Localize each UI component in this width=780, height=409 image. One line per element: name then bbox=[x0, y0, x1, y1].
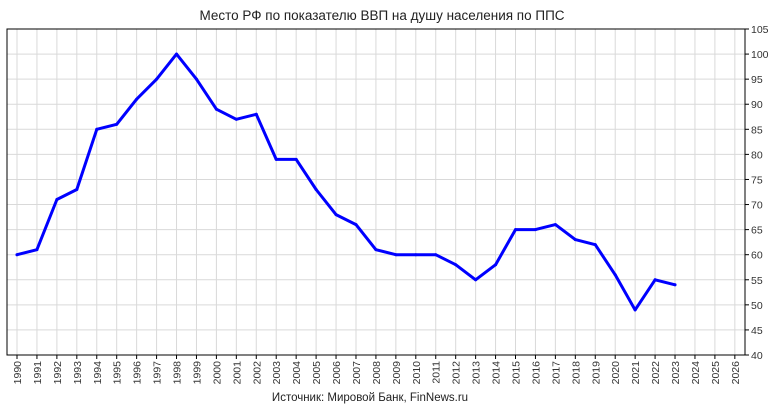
x-tick-label: 1996 bbox=[132, 361, 144, 385]
y-tick-label: 45 bbox=[751, 325, 763, 337]
data-point bbox=[155, 77, 159, 81]
data-point bbox=[254, 112, 258, 116]
data-point bbox=[394, 253, 398, 257]
data-point bbox=[454, 263, 458, 267]
x-tick-label: 2016 bbox=[530, 361, 542, 385]
data-point bbox=[533, 228, 537, 232]
y-axis: 40 45 50 55 60 65 70 75 80 85 90 95 100 105 bbox=[745, 24, 769, 362]
x-tick-label: 1998 bbox=[172, 361, 184, 385]
data-point bbox=[55, 198, 59, 202]
y-tick-label: 90 bbox=[751, 99, 763, 111]
x-tick-label: 1997 bbox=[152, 361, 164, 385]
x-tick-label: 2004 bbox=[291, 361, 303, 385]
x-tick-label: 2012 bbox=[451, 361, 463, 385]
x-tick-label: 2021 bbox=[630, 361, 642, 385]
data-point bbox=[354, 223, 358, 227]
x-tick-label: 1999 bbox=[191, 361, 203, 385]
y-tick-label: 95 bbox=[751, 74, 763, 86]
x-tick-label: 1994 bbox=[92, 361, 104, 385]
data-points bbox=[15, 52, 677, 312]
data-point bbox=[633, 308, 637, 312]
data-point bbox=[653, 278, 657, 282]
y-tick-label: 100 bbox=[751, 49, 769, 61]
x-tick-label: 1995 bbox=[112, 361, 124, 385]
data-point bbox=[414, 253, 418, 257]
data-point bbox=[15, 253, 19, 257]
source-note: Источник: Мировой Банк, FinNews.ru bbox=[272, 392, 468, 404]
data-point bbox=[434, 253, 438, 257]
y-tick-label: 85 bbox=[751, 124, 763, 136]
x-tick-label: 2002 bbox=[251, 361, 263, 385]
data-point bbox=[474, 278, 478, 282]
x-tick-label: 2018 bbox=[570, 361, 582, 385]
x-tick-label: 2022 bbox=[650, 361, 662, 385]
data-point bbox=[494, 263, 498, 267]
x-tick-label: 1991 bbox=[32, 361, 44, 385]
data-point bbox=[214, 107, 218, 111]
data-point bbox=[234, 117, 238, 121]
x-tick-label: 2013 bbox=[471, 361, 483, 385]
series-line bbox=[15, 52, 677, 312]
x-tick-label: 2019 bbox=[590, 361, 602, 385]
data-point bbox=[593, 243, 597, 247]
data-point bbox=[374, 248, 378, 252]
y-tick-label: 65 bbox=[751, 225, 763, 237]
data-point bbox=[274, 157, 278, 161]
x-axis: 1990 1991 1992 1993 1994 1995 1996 1997 1998 1999… bbox=[12, 355, 742, 384]
x-tick-label: 2025 bbox=[710, 361, 722, 385]
y-tick-label: 70 bbox=[751, 200, 763, 212]
data-point bbox=[553, 223, 557, 227]
x-tick-label: 2001 bbox=[231, 361, 243, 385]
x-tick-label: 1993 bbox=[72, 361, 84, 385]
data-point bbox=[334, 213, 338, 217]
y-tick-label: 50 bbox=[751, 300, 763, 312]
x-tick-label: 2000 bbox=[211, 361, 223, 385]
x-tick-label: 2007 bbox=[351, 361, 363, 385]
x-tick-label: 2014 bbox=[491, 361, 503, 385]
data-point bbox=[95, 127, 99, 131]
x-tick-label: 2026 bbox=[730, 361, 742, 385]
x-tick-label: 2005 bbox=[311, 361, 323, 385]
x-tick-label: 2006 bbox=[331, 361, 343, 385]
x-tick-label: 1992 bbox=[52, 361, 64, 385]
x-tick-label: 2008 bbox=[371, 361, 383, 385]
data-point bbox=[673, 283, 677, 287]
data-point bbox=[175, 52, 179, 56]
y-tick-label: 75 bbox=[751, 174, 763, 186]
data-point bbox=[294, 157, 298, 161]
x-tick-label: 2023 bbox=[670, 361, 682, 385]
x-tick-label: 2010 bbox=[411, 361, 423, 385]
x-tick-label: 2009 bbox=[391, 361, 403, 385]
chart-title: Место РФ по показателю ВВП на душу насел… bbox=[199, 8, 564, 23]
data-point bbox=[194, 77, 198, 81]
data-point bbox=[75, 187, 79, 191]
y-tick-label: 55 bbox=[751, 275, 763, 287]
data-point bbox=[115, 122, 119, 126]
y-tick-label: 60 bbox=[751, 250, 763, 262]
x-tick-label: 1990 bbox=[12, 361, 24, 385]
y-tick-label: 80 bbox=[751, 149, 763, 161]
x-tick-label: 2024 bbox=[690, 361, 702, 385]
y-tick-label: 40 bbox=[751, 350, 763, 362]
data-point bbox=[573, 238, 577, 242]
data-point bbox=[135, 97, 139, 101]
x-tick-label: 2003 bbox=[271, 361, 283, 385]
data-point bbox=[314, 187, 318, 191]
x-tick-label: 2017 bbox=[550, 361, 562, 385]
data-point bbox=[613, 273, 617, 277]
y-tick-label: 105 bbox=[751, 24, 769, 36]
x-tick-label: 2020 bbox=[610, 361, 622, 385]
x-tick-label: 2015 bbox=[511, 361, 523, 385]
x-tick-label: 2011 bbox=[431, 361, 443, 384]
data-point bbox=[35, 248, 39, 252]
data-point bbox=[514, 228, 517, 232]
